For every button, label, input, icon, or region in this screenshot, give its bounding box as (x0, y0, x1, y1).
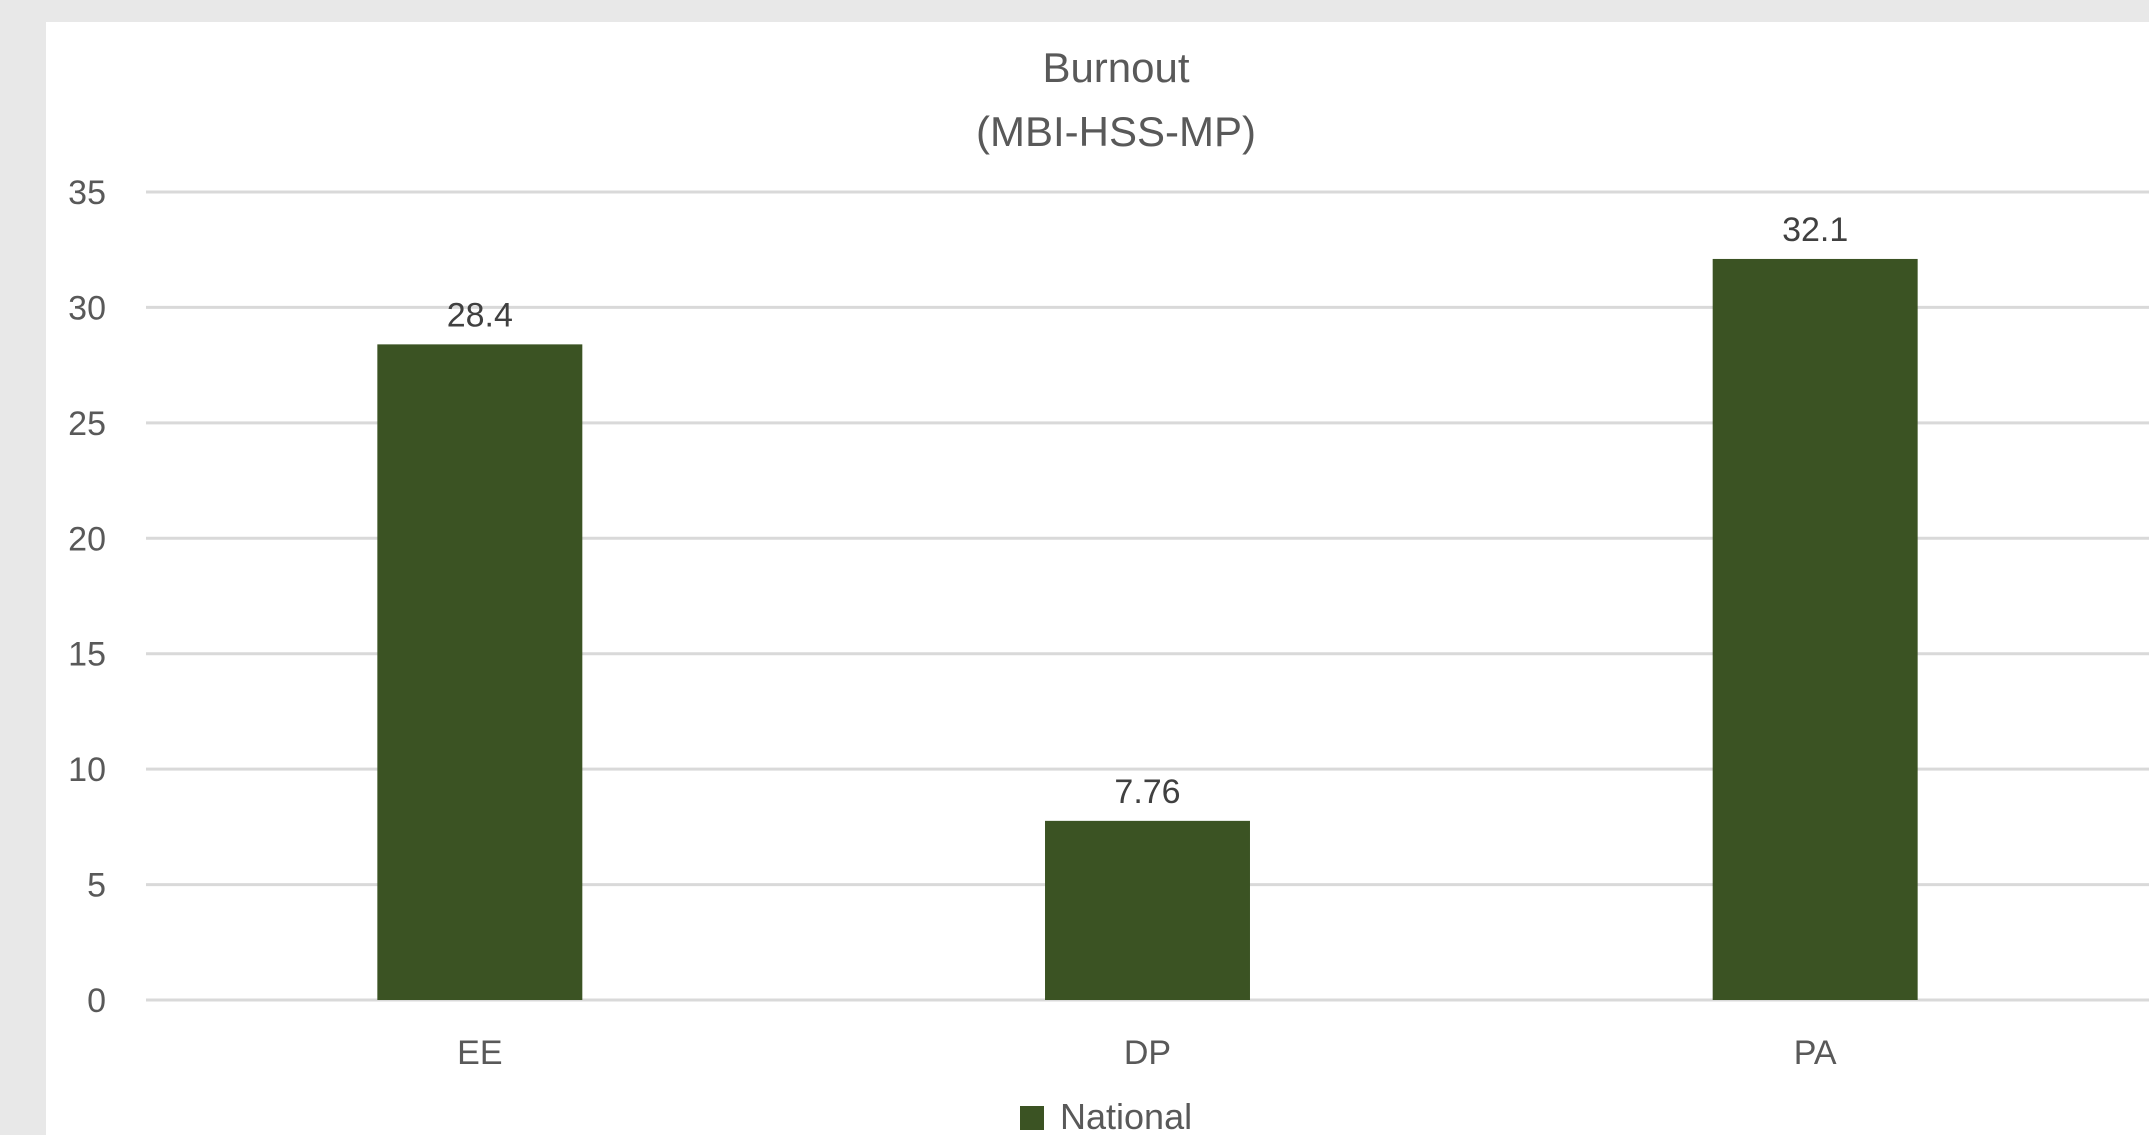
chart-subtitle: (MBI-HSS-MP) (976, 108, 1256, 155)
legend-label: National (1060, 1096, 1192, 1135)
x-axis-categories: EE DP PA (457, 1034, 1837, 1072)
y-axis-ticks: 0 5 10 15 20 25 30 35 (68, 174, 106, 1020)
data-label-dp: 7.76 (1114, 773, 1180, 811)
y-tick-label: 15 (68, 636, 106, 674)
y-tick-label: 20 (68, 520, 106, 558)
bar-dp (1045, 820, 1250, 1000)
legend-swatch (1020, 1106, 1044, 1130)
data-label-ee: 28.4 (447, 296, 513, 334)
y-tick-label: 25 (68, 405, 106, 443)
data-labels: 28.4 7.76 32.1 (447, 211, 1849, 811)
legend: National (1020, 1096, 1192, 1135)
bars (377, 258, 1918, 1000)
bar-ee (377, 344, 583, 1000)
chart-title: Burnout (1042, 44, 1189, 91)
y-tick-label: 5 (87, 867, 106, 905)
y-tick-label: 30 (68, 289, 106, 327)
category-label-ee: EE (457, 1034, 502, 1072)
y-tick-label: 10 (68, 751, 106, 789)
category-label-pa: PA (1794, 1034, 1837, 1072)
data-label-pa: 32.1 (1782, 211, 1848, 249)
y-tick-label: 0 (87, 982, 106, 1020)
category-label-dp: DP (1124, 1034, 1171, 1072)
y-tick-label: 35 (68, 174, 106, 212)
bar-pa (1712, 258, 1918, 1000)
